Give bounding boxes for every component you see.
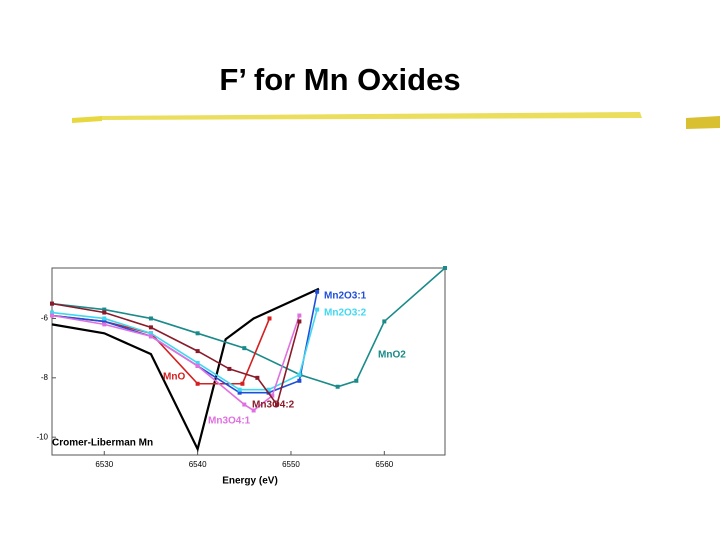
- slide-title: F’ for Mn Oxides: [219, 62, 460, 97]
- point-marker: [102, 307, 107, 312]
- point-marker: [102, 322, 107, 327]
- point-marker: [50, 310, 54, 315]
- point-marker: [242, 346, 247, 351]
- point-marker: [297, 372, 302, 377]
- point-marker: [102, 316, 107, 321]
- point-marker: [297, 378, 302, 383]
- point-marker: [315, 289, 320, 294]
- point-marker: [270, 393, 275, 398]
- point-marker: [266, 387, 271, 392]
- x-tick-label: 6540: [189, 460, 207, 469]
- point-marker: [195, 363, 200, 368]
- point-marker: [227, 366, 232, 371]
- point-marker: [102, 319, 107, 324]
- point-marker: [148, 316, 153, 321]
- point-marker: [148, 334, 153, 339]
- point-marker: [102, 310, 107, 315]
- series-line: [51, 314, 301, 412]
- series-line: [51, 309, 318, 391]
- point-marker: [195, 349, 200, 354]
- point-marker: [443, 266, 447, 270]
- point-marker: [237, 390, 242, 395]
- series-label: Mn3O4:2: [252, 400, 295, 411]
- point-marker: [237, 387, 242, 392]
- series-line: [51, 291, 318, 394]
- point-marker: [251, 408, 256, 413]
- y-tick-label: -8: [41, 373, 49, 382]
- underline-stroke: [72, 116, 102, 123]
- point-marker: [148, 325, 153, 330]
- x-axis-label: Energy (eV): [222, 476, 278, 487]
- y-tick-label: -6: [41, 314, 49, 323]
- series-line: [51, 287, 320, 453]
- point-marker: [382, 319, 387, 324]
- series-label: Mn2O3:2: [324, 308, 367, 319]
- point-marker: [240, 381, 245, 386]
- x-tick-label: 6550: [282, 460, 300, 469]
- plot-frame: [51, 267, 446, 456]
- point-marker: [274, 402, 279, 407]
- series-label: Cromer-Liberman Mn: [52, 438, 153, 449]
- y-tick-label: -10: [36, 432, 48, 441]
- point-marker: [50, 301, 54, 306]
- point-marker: [195, 360, 200, 365]
- series-label: Mn3O4:1: [208, 416, 251, 427]
- point-marker: [50, 313, 54, 318]
- series-line: [51, 302, 301, 407]
- point-marker: [195, 331, 200, 336]
- series-label: MnO: [163, 372, 185, 383]
- point-marker: [315, 307, 320, 312]
- point-marker: [354, 378, 359, 383]
- point-marker: [297, 319, 302, 324]
- series-label: MnO2: [378, 350, 406, 361]
- point-marker: [148, 331, 153, 336]
- point-marker: [335, 384, 340, 389]
- underline-stroke: [686, 116, 720, 129]
- title-underline: [100, 112, 642, 120]
- point-marker: [297, 313, 302, 318]
- point-marker: [195, 381, 200, 386]
- x-tick-label: 6530: [95, 460, 113, 469]
- point-marker: [242, 402, 247, 407]
- x-tick-label: 6560: [375, 460, 393, 469]
- point-marker: [267, 316, 272, 321]
- point-marker: [255, 375, 260, 380]
- series-label: Mn2O3:1: [324, 291, 367, 302]
- series-line: [51, 267, 446, 388]
